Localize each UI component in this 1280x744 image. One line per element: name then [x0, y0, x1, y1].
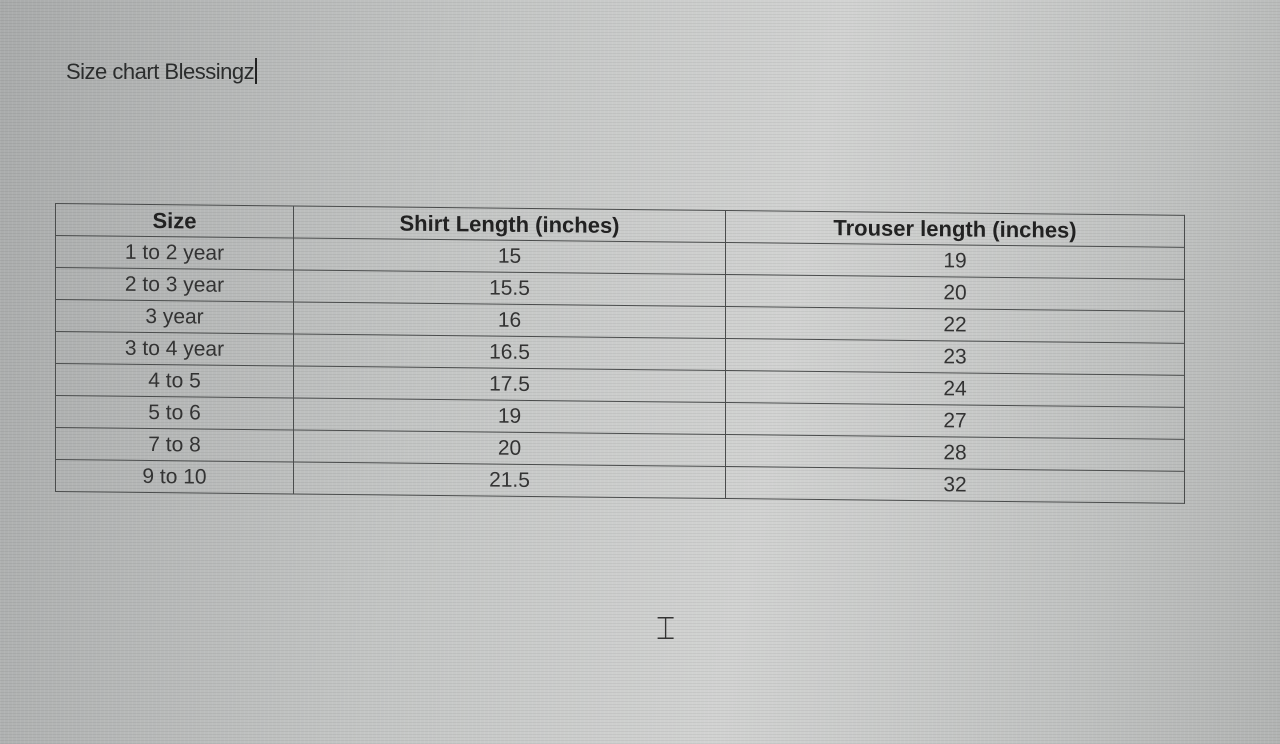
cell-trouser-length[interactable]: 24	[725, 370, 1185, 408]
cell-size[interactable]: 7 to 8	[55, 427, 294, 462]
header-size[interactable]: Size	[55, 203, 294, 238]
cell-shirt-length[interactable]: 19	[293, 397, 726, 435]
cell-shirt-length[interactable]: 16	[293, 301, 726, 339]
cell-shirt-length[interactable]: 16.5	[293, 333, 726, 371]
cell-trouser-length[interactable]: 28	[725, 434, 1185, 472]
cell-trouser-length[interactable]: 32	[725, 466, 1185, 504]
cell-trouser-length[interactable]: 23	[725, 338, 1185, 376]
cell-shirt-length[interactable]: 21.5	[293, 461, 726, 499]
cell-size[interactable]: 4 to 5	[55, 363, 294, 398]
cell-size[interactable]: 9 to 10	[55, 459, 294, 494]
cell-shirt-length[interactable]: 20	[293, 429, 726, 467]
cell-shirt-length[interactable]: 15.5	[293, 269, 726, 307]
cell-size[interactable]: 5 to 6	[55, 395, 294, 430]
cell-shirt-length[interactable]: 17.5	[293, 365, 726, 403]
header-shirt-length[interactable]: Shirt Length (inches)	[293, 205, 726, 243]
cell-trouser-length[interactable]: 27	[725, 402, 1185, 440]
cell-size[interactable]: 3 to 4 year	[55, 331, 294, 366]
cell-trouser-length[interactable]: 22	[725, 306, 1185, 344]
header-trouser-length[interactable]: Trouser length (inches)	[725, 210, 1185, 248]
document-title[interactable]: Size chart Blessingz	[66, 58, 258, 85]
cell-size[interactable]: 3 year	[55, 299, 294, 334]
cell-size[interactable]: 2 to 3 year	[55, 267, 294, 302]
size-chart-table: Size Shirt Length (inches) Trouser lengt…	[55, 203, 1185, 504]
text-caret	[255, 58, 258, 84]
cell-size[interactable]: 1 to 2 year	[55, 235, 294, 270]
i-beam-cursor-icon: ⌶	[656, 610, 676, 646]
cell-trouser-length[interactable]: 19	[725, 242, 1185, 280]
cell-trouser-length[interactable]: 20	[725, 274, 1185, 312]
cell-shirt-length[interactable]: 15	[293, 237, 726, 275]
